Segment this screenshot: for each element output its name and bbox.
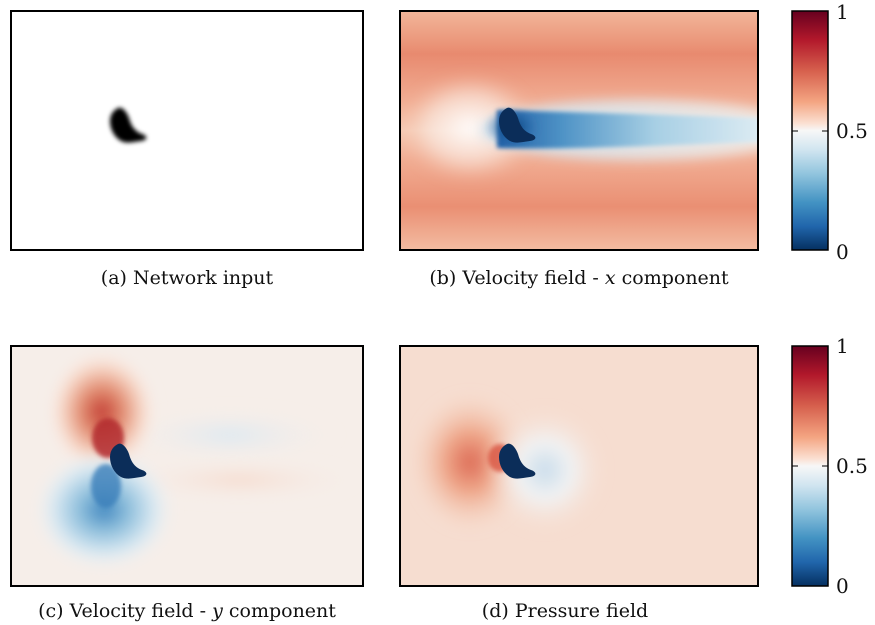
- colorbar-bottom-tick-1: 1: [836, 334, 849, 358]
- obstacle-shape-b: [499, 107, 536, 143]
- colorbar-bottom-tick-0.5: 0.5: [836, 454, 868, 478]
- colorbar-top-tick-0: 0: [836, 240, 849, 264]
- caption-a: (a) Network input: [100, 267, 274, 289]
- panel-a-network-input: [10, 10, 364, 251]
- colorbar-top-tick-0.5: 0.5: [836, 119, 868, 143]
- colorbar-top: [791, 10, 829, 251]
- colorbar-bottom: [791, 345, 829, 587]
- caption-c: (c) Velocity field - y component: [38, 600, 336, 622]
- colorbar-bottom-tick-0: 0: [836, 574, 849, 598]
- colorbar-top-tick-1: 1: [836, 0, 849, 24]
- panel-d-pressure: [399, 345, 759, 587]
- panel-c-velocity-y: [10, 345, 364, 587]
- panel-b-velocity-x: [399, 10, 759, 251]
- obstacle-shape-a: [110, 107, 147, 143]
- caption-b: (b) Velocity field - x component: [429, 267, 729, 289]
- obstacle-shape-c: [110, 443, 147, 479]
- caption-d: (d) Pressure field: [481, 600, 649, 622]
- obstacle-shape-d: [499, 443, 536, 479]
